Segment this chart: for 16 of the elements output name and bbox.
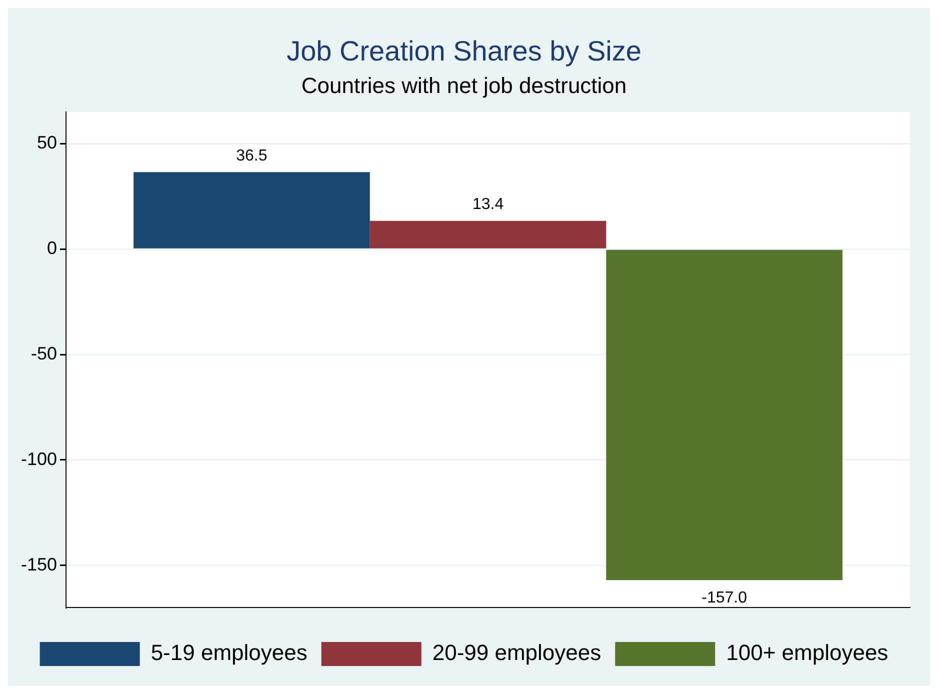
y-tick-label: -100 bbox=[20, 448, 58, 469]
data-label: 13.4 bbox=[472, 196, 504, 214]
legend-label: 100+ employees bbox=[726, 640, 888, 666]
bar bbox=[134, 172, 370, 248]
legend-label: 20-99 employees bbox=[432, 640, 602, 666]
y-tick-label: 50 bbox=[36, 132, 58, 153]
chart-title: Job Creation Shares by Size bbox=[286, 36, 642, 67]
y-tick-label: 0 bbox=[47, 238, 58, 258]
data-label: 36.5 bbox=[236, 148, 268, 165]
bar bbox=[606, 250, 842, 580]
chart-subtitle: Countries with net job destruction bbox=[301, 72, 627, 98]
y-tick-label: -50 bbox=[31, 343, 58, 364]
bar bbox=[370, 220, 606, 248]
y-tick-label: -150 bbox=[20, 554, 58, 574]
legend-label: 5-19 employees bbox=[150, 640, 308, 666]
data-label: -157.0 bbox=[702, 590, 748, 607]
